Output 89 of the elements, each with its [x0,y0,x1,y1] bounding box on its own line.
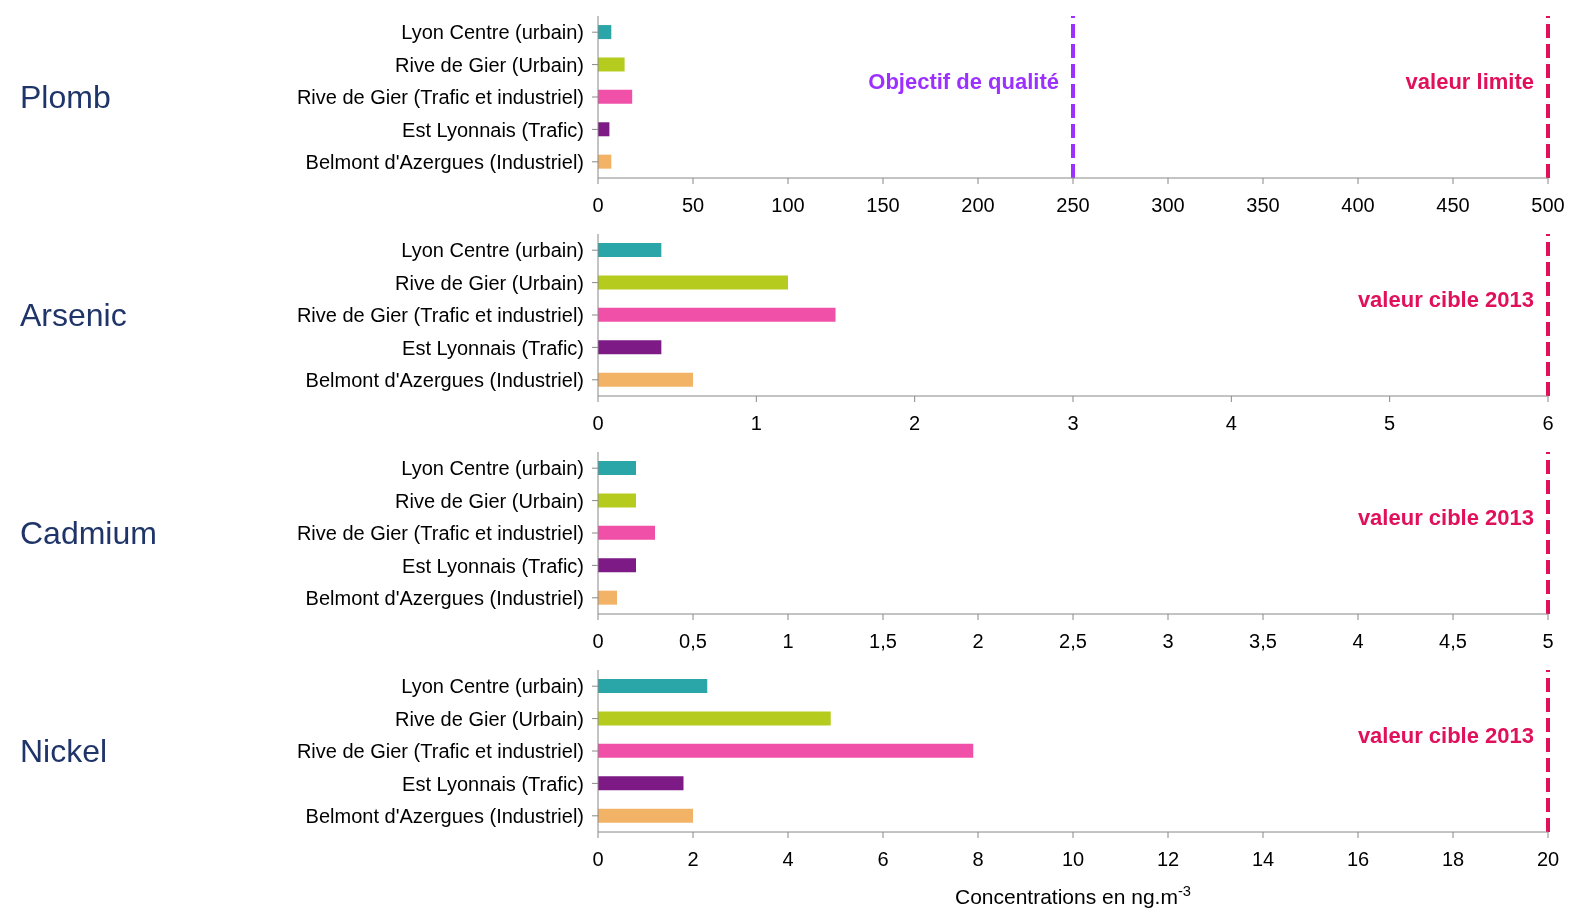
y-tick-label: Rive de Gier (Urbain) [395,489,584,512]
y-tick-label: Est Lyonnais (Trafic) [402,118,584,141]
x-tick-label: 5 [1542,630,1554,653]
x-tick-label: 4 [1225,412,1237,435]
x-tick-label: 500 [1531,194,1565,217]
bar [598,461,636,476]
x-tick-label: 20 [1536,848,1560,871]
bar [598,679,708,694]
x-tick-label: 2,5 [1059,630,1087,653]
x-tick-label: 0 [592,848,604,871]
bar [598,154,612,169]
y-tick-label: Est Lyonnais (Trafic) [402,336,584,359]
y-tick-label: Lyon Centre (urbain) [401,675,584,698]
x-tick-label: 12 [1156,848,1180,871]
y-tick-label: Rive de Gier (Urbain) [395,271,584,294]
bar [598,711,831,726]
x-tick-label: 0,5 [679,630,707,653]
ref-line-label: valeur limite [1405,68,1534,94]
bar [598,493,636,508]
x-tick-label: 300 [1151,194,1185,217]
x-tick-label: 100 [771,194,805,217]
x-tick-label: 0 [592,630,604,653]
y-tick-label: Rive de Gier (Trafic et industriel) [296,304,584,327]
y-tick-label: Belmont d'Azergues (Industriel) [305,368,584,391]
bar [598,776,684,791]
x-axis-title: Concentrations en ng.m$^{-3}$ [954,883,1192,908]
x-tick-label: 2 [687,848,699,871]
x-tick-label: 10 [1061,848,1085,871]
x-tick-label: 250 [1056,194,1090,217]
text: Nickel [20,733,108,769]
x-tick-label: 400 [1341,194,1375,217]
x-tick-label: 18 [1441,848,1465,871]
x-tick-label: 5 [1384,412,1396,435]
x-tick-label: 1 [782,630,794,653]
x-tick-label: 14 [1251,848,1275,871]
y-tick-label: Rive de Gier (Trafic et industriel) [296,86,584,109]
bar [598,89,633,104]
ref-line-label: valeur cible 2013 [1357,722,1534,748]
x-tick-label: 50 [681,194,705,217]
y-tick-label: Lyon Centre (urbain) [401,457,584,480]
x-tick-label: 3 [1067,412,1079,435]
bar [598,57,625,72]
x-tick-label: 3 [1162,630,1174,653]
ref-line-label: valeur cible 2013 [1357,286,1534,312]
y-tick-label: Rive de Gier (Trafic et industriel) [296,522,584,545]
y-tick-label: Est Lyonnais (Trafic) [402,554,584,577]
x-tick-label: 2 [909,412,921,435]
x-tick-label: 6 [1542,412,1554,435]
ref-line-label: valeur cible 2013 [1357,504,1534,530]
bar [598,25,612,40]
y-tick-label: Lyon Centre (urbain) [401,239,584,262]
x-tick-label: 150 [866,194,900,217]
x-tick-label: 8 [972,848,984,871]
x-tick-label: 200 [961,194,995,217]
x-tick-label: 0 [592,412,604,435]
bar [598,743,974,758]
y-tick-label: Belmont d'Azergues (Industriel) [305,150,584,173]
y-tick-label: Rive de Gier (Urbain) [395,707,584,730]
x-tick-label: 2 [972,630,984,653]
bar [598,243,662,258]
bar [598,808,693,823]
bar [598,590,617,605]
x-tick-label: 350 [1246,194,1280,217]
y-tick-label: Lyon Centre (urbain) [401,21,584,44]
y-tick-label: Rive de Gier (Urbain) [395,53,584,76]
x-tick-label: 4 [1352,630,1364,653]
bar [598,372,693,387]
bar [598,307,836,322]
x-tick-label: 4,5 [1439,630,1467,653]
bar [598,558,636,573]
x-tick-label: 450 [1436,194,1470,217]
text: Plomb [20,79,111,115]
y-tick-label: Belmont d'Azergues (Industriel) [305,804,584,827]
x-tick-label: 6 [877,848,889,871]
x-tick-label: 1,5 [869,630,897,653]
bar [598,275,788,290]
y-tick-label: Rive de Gier (Trafic et industriel) [296,740,584,763]
text: Arsenic [20,297,127,333]
y-tick-label: Est Lyonnais (Trafic) [402,772,584,795]
y-tick-label: Belmont d'Azergues (Industriel) [305,586,584,609]
text: Cadmium [20,515,157,551]
x-tick-label: 16 [1346,848,1370,871]
x-tick-label: 0 [592,194,604,217]
bar [598,340,662,355]
x-tick-label: 1 [750,412,762,435]
x-tick-label: 4 [782,848,794,871]
bar [598,525,655,540]
x-tick-label: 3,5 [1249,630,1277,653]
ref-line-label: Objectif de qualité [868,68,1059,94]
